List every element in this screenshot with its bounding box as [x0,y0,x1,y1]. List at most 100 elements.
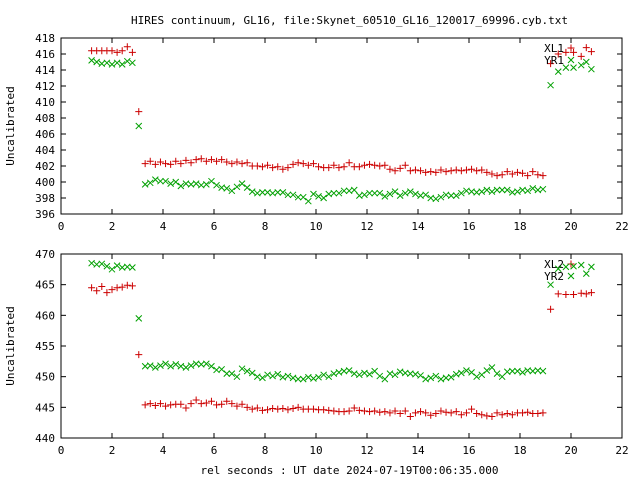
data-point-XL2 [177,400,185,408]
data-point-YR2 [248,369,256,377]
data-point-XL2 [167,401,175,409]
legend-marker-XL1 [567,44,575,52]
data-point-XL2 [187,400,195,408]
data-point-XL2 [243,403,251,411]
data-point-YR2 [208,362,215,370]
data-point-XL2 [493,409,501,417]
data-point-XL2 [427,411,435,419]
data-point-YR1 [151,176,159,183]
data-point-XL1 [258,163,266,171]
data-point-YR1 [483,186,491,194]
data-point-XL1 [417,167,425,175]
data-point-YR1 [406,188,414,195]
data-point-YR2 [570,262,577,270]
data-point-XL2 [473,409,481,417]
data-point-XL1 [427,168,435,176]
data-point-YR2 [588,263,595,271]
data-point-XL1 [228,160,236,168]
data-point-XL2 [376,408,384,416]
data-point-YR1 [108,61,116,68]
data-point-YR1 [228,187,236,195]
x-tick-label: 10 [309,444,322,457]
data-point-XL2 [366,408,374,416]
data-point-YR2 [457,369,465,377]
x-tick-label: 8 [262,220,269,233]
y-tick-label: 445 [35,401,55,414]
x-tick-label: 12 [360,220,373,233]
data-point-XL1 [422,168,430,176]
data-point-XL2 [223,397,231,405]
data-point-XL1 [547,60,555,68]
data-point-XL2 [457,411,465,419]
data-point-XL1 [396,164,404,172]
data-point-YR2 [167,362,175,370]
data-point-XL2 [118,283,126,291]
y-tick-label: 404 [35,144,55,157]
data-point-YR2 [299,375,307,383]
data-point-YR1 [289,191,297,199]
data-point-XL2 [269,405,277,413]
data-point-XL1 [108,47,116,55]
data-point-YR2 [427,374,435,382]
data-point-XL2 [570,290,578,298]
data-point-XL2 [146,400,154,408]
data-point-YR1 [391,188,399,195]
data-point-YR1 [457,189,465,197]
data-point-XL2 [587,289,595,297]
x-tick-label: 12 [360,444,373,457]
data-point-XL1 [386,165,394,173]
data-point-YR2 [412,370,419,378]
data-point-XL1 [218,156,226,164]
y-tick-label: 400 [35,176,55,189]
data-point-XL1 [432,168,440,176]
data-point-XL2 [213,401,221,409]
data-point-XL2 [371,407,379,415]
data-point-XL1 [151,160,159,168]
data-point-XL1 [197,155,205,163]
data-point-XL1 [437,166,445,174]
data-point-YR1 [366,189,373,197]
data-point-YR2 [157,362,164,369]
data-point-YR1 [582,58,590,66]
y-tick-label: 396 [35,208,55,221]
data-point-YR2 [223,370,231,377]
data-point-YR1 [88,57,95,64]
data-point-YR2 [135,315,143,322]
data-point-XL1 [123,43,131,51]
data-point-YR2 [498,373,506,381]
y-tick-label: 398 [35,192,55,205]
x-tick-label: 20 [564,220,577,233]
data-point-XL2 [320,406,328,414]
data-point-XL1 [345,159,353,167]
data-point-YR2 [361,369,368,377]
data-point-YR2 [108,265,116,273]
data-point-YR1 [310,190,317,198]
y-axis-label: Uncalibrated [4,306,17,385]
data-point-YR2 [478,371,486,379]
data-point-XL2 [350,404,358,412]
data-point-XL1 [519,169,527,177]
data-point-YR1 [123,57,131,65]
data-point-XL1 [207,156,215,164]
data-point-YR2 [483,367,491,374]
data-point-XL1 [554,50,562,58]
data-point-XL2 [264,406,272,414]
data-point-XL1 [376,162,384,170]
y-tick-label: 410 [35,96,55,109]
data-point-YR1 [162,177,169,185]
data-point-XL1 [478,166,486,174]
data-point-YR1 [238,180,246,187]
data-point-XL2 [98,283,106,291]
x-tick-label: 18 [513,444,526,457]
data-point-YR1 [412,190,419,198]
data-point-YR2 [488,364,496,371]
data-point-XL2 [258,406,266,414]
data-point-YR1 [304,197,312,205]
data-point-XL2 [88,284,96,292]
data-point-XL1 [309,160,317,168]
data-point-YR2 [243,367,251,375]
data-point-XL1 [381,161,389,169]
data-point-YR1 [146,179,154,187]
data-point-XL2 [468,405,476,413]
data-point-YR1 [376,189,384,197]
